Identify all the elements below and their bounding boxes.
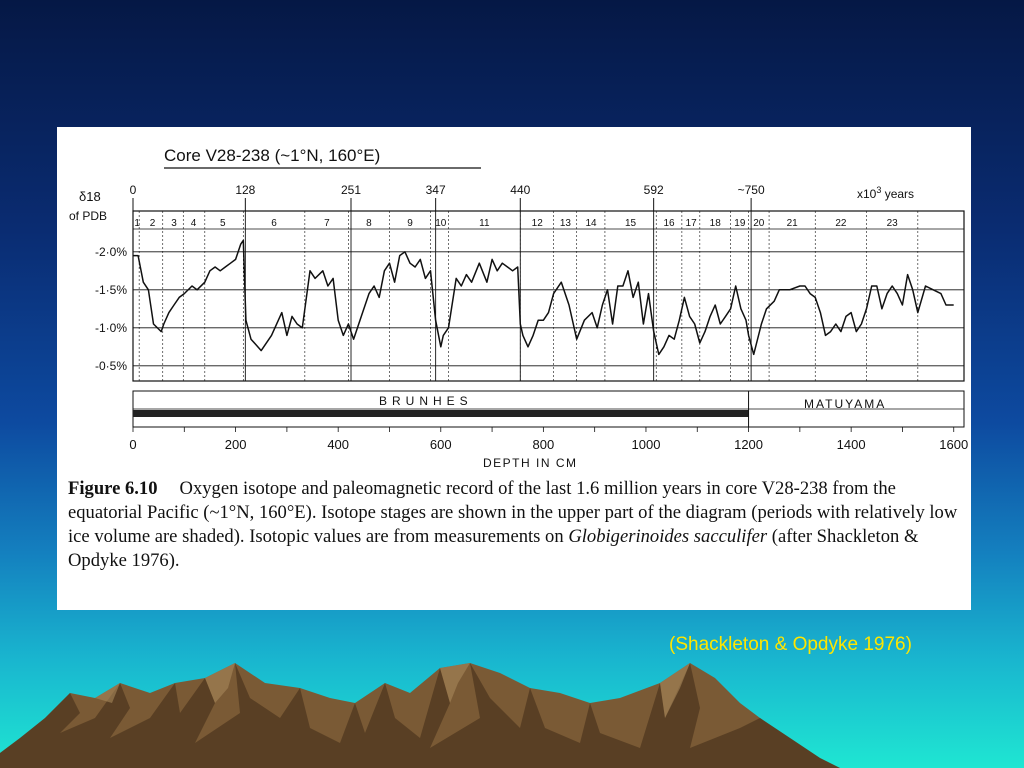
stage-label: 7 [324, 218, 330, 229]
x-tick-label: 1200 [734, 437, 763, 452]
figure-card: Core V28-238 (~1°N, 160°E) δ18 of PDB x1… [57, 127, 971, 610]
caption-label: Figure 6.10 [68, 478, 158, 499]
stage-label: 6 [271, 218, 277, 229]
stage-label: 13 [560, 218, 572, 229]
brunhes-label: BRUNHES [379, 394, 473, 408]
mountain-highlight [95, 663, 690, 718]
source-credit: (Shackleton & Opdyke 1976) [669, 634, 912, 655]
chart-title: Core V28-238 (~1°N, 160°E) [164, 146, 380, 165]
series-layer [133, 239, 954, 356]
stage-label: 1 [134, 218, 140, 229]
mountain-range-graphic [0, 663, 840, 768]
stage-layer: 1 2 3 4 5 6 7 8 9 10 11 12 13 14 15 16 17 18 19 20 21 22 23 [134, 211, 919, 381]
ylabel-pdb: of PDB [69, 209, 107, 223]
stage-label: 9 [407, 218, 413, 229]
figure-caption: Figure 6.10 Oxygen isotope and paleomagne… [68, 477, 963, 573]
stage-label: 2 [150, 218, 156, 229]
x-tick-label: 200 [225, 437, 247, 452]
y-tick-label: -2·0% [95, 245, 127, 259]
stage-label: 19 [734, 218, 746, 229]
stage-label: 10 [435, 218, 447, 229]
caption-text-part1: Oxygen isotope and paleomagnetic record … [68, 478, 958, 547]
axis-layer: -2·0% -1·5% -1·0% -0·5% [95, 245, 127, 373]
y-tick-label: -0·5% [95, 359, 127, 373]
y-tick-label: -1·0% [95, 321, 127, 335]
stage-label: 23 [887, 218, 899, 229]
stage-label: 4 [191, 218, 197, 229]
age-marker-layer: 0 128 251 347 440 592 ~750 [130, 183, 765, 381]
age-marker-label: 0 [130, 183, 137, 197]
stage-label: 16 [663, 218, 675, 229]
age-marker-label: 347 [426, 183, 446, 197]
isotope-series-line [133, 239, 954, 356]
caption-text-part2: (after Shackleton & Opdyke 1976). [68, 526, 919, 571]
brunhes-polarity-bar [133, 410, 749, 417]
stage-label: 22 [835, 218, 847, 229]
age-marker-label: ~750 [738, 183, 765, 197]
caption-species: Globigerinoides sacculifer [568, 526, 768, 547]
age-marker-label: 592 [644, 183, 664, 197]
x-tick-label: 800 [533, 437, 555, 452]
stage-label: 11 [479, 218, 490, 229]
x-axis-label: DEPTH IN CM [483, 456, 578, 470]
stage-label: 14 [586, 218, 598, 229]
ylabel-delta: δ18 [79, 189, 101, 204]
matuyama-label: MATUYAMA [804, 397, 886, 411]
x-tick-label: 400 [327, 437, 349, 452]
stage-label: 18 [710, 218, 722, 229]
age-units-label: x103 years [857, 185, 914, 201]
stage-label: 5 [220, 218, 226, 229]
plot-frame [132, 210, 965, 382]
stage-label: 15 [625, 218, 637, 229]
stage-label: 17 [686, 218, 698, 229]
stage-label: 3 [171, 218, 177, 229]
x-tick-label: 600 [430, 437, 452, 452]
stage-label: 21 [787, 218, 799, 229]
age-marker-label: 128 [235, 183, 255, 197]
x-tick-label: 1600 [939, 437, 968, 452]
y-tick-label: -1·5% [95, 283, 127, 297]
x-tick-label: 1000 [632, 437, 661, 452]
age-marker-label: 440 [510, 183, 530, 197]
mountain-shadow [0, 663, 840, 768]
stage-label: 8 [366, 218, 372, 229]
x-tick-layer: 0 200 400 600 800 1000 1200 1400 1600 [129, 427, 968, 452]
grid-layer [133, 228, 964, 367]
x-tick-label: 1400 [837, 437, 866, 452]
magnetic-polarity-layer [133, 391, 750, 427]
age-marker-label: 251 [341, 183, 361, 197]
stage-label: 12 [532, 218, 544, 229]
x-tick-label: 0 [129, 437, 136, 452]
stage-label: 20 [753, 218, 765, 229]
isotope-chart: Core V28-238 (~1°N, 160°E) δ18 of PDB x1… [69, 146, 968, 470]
